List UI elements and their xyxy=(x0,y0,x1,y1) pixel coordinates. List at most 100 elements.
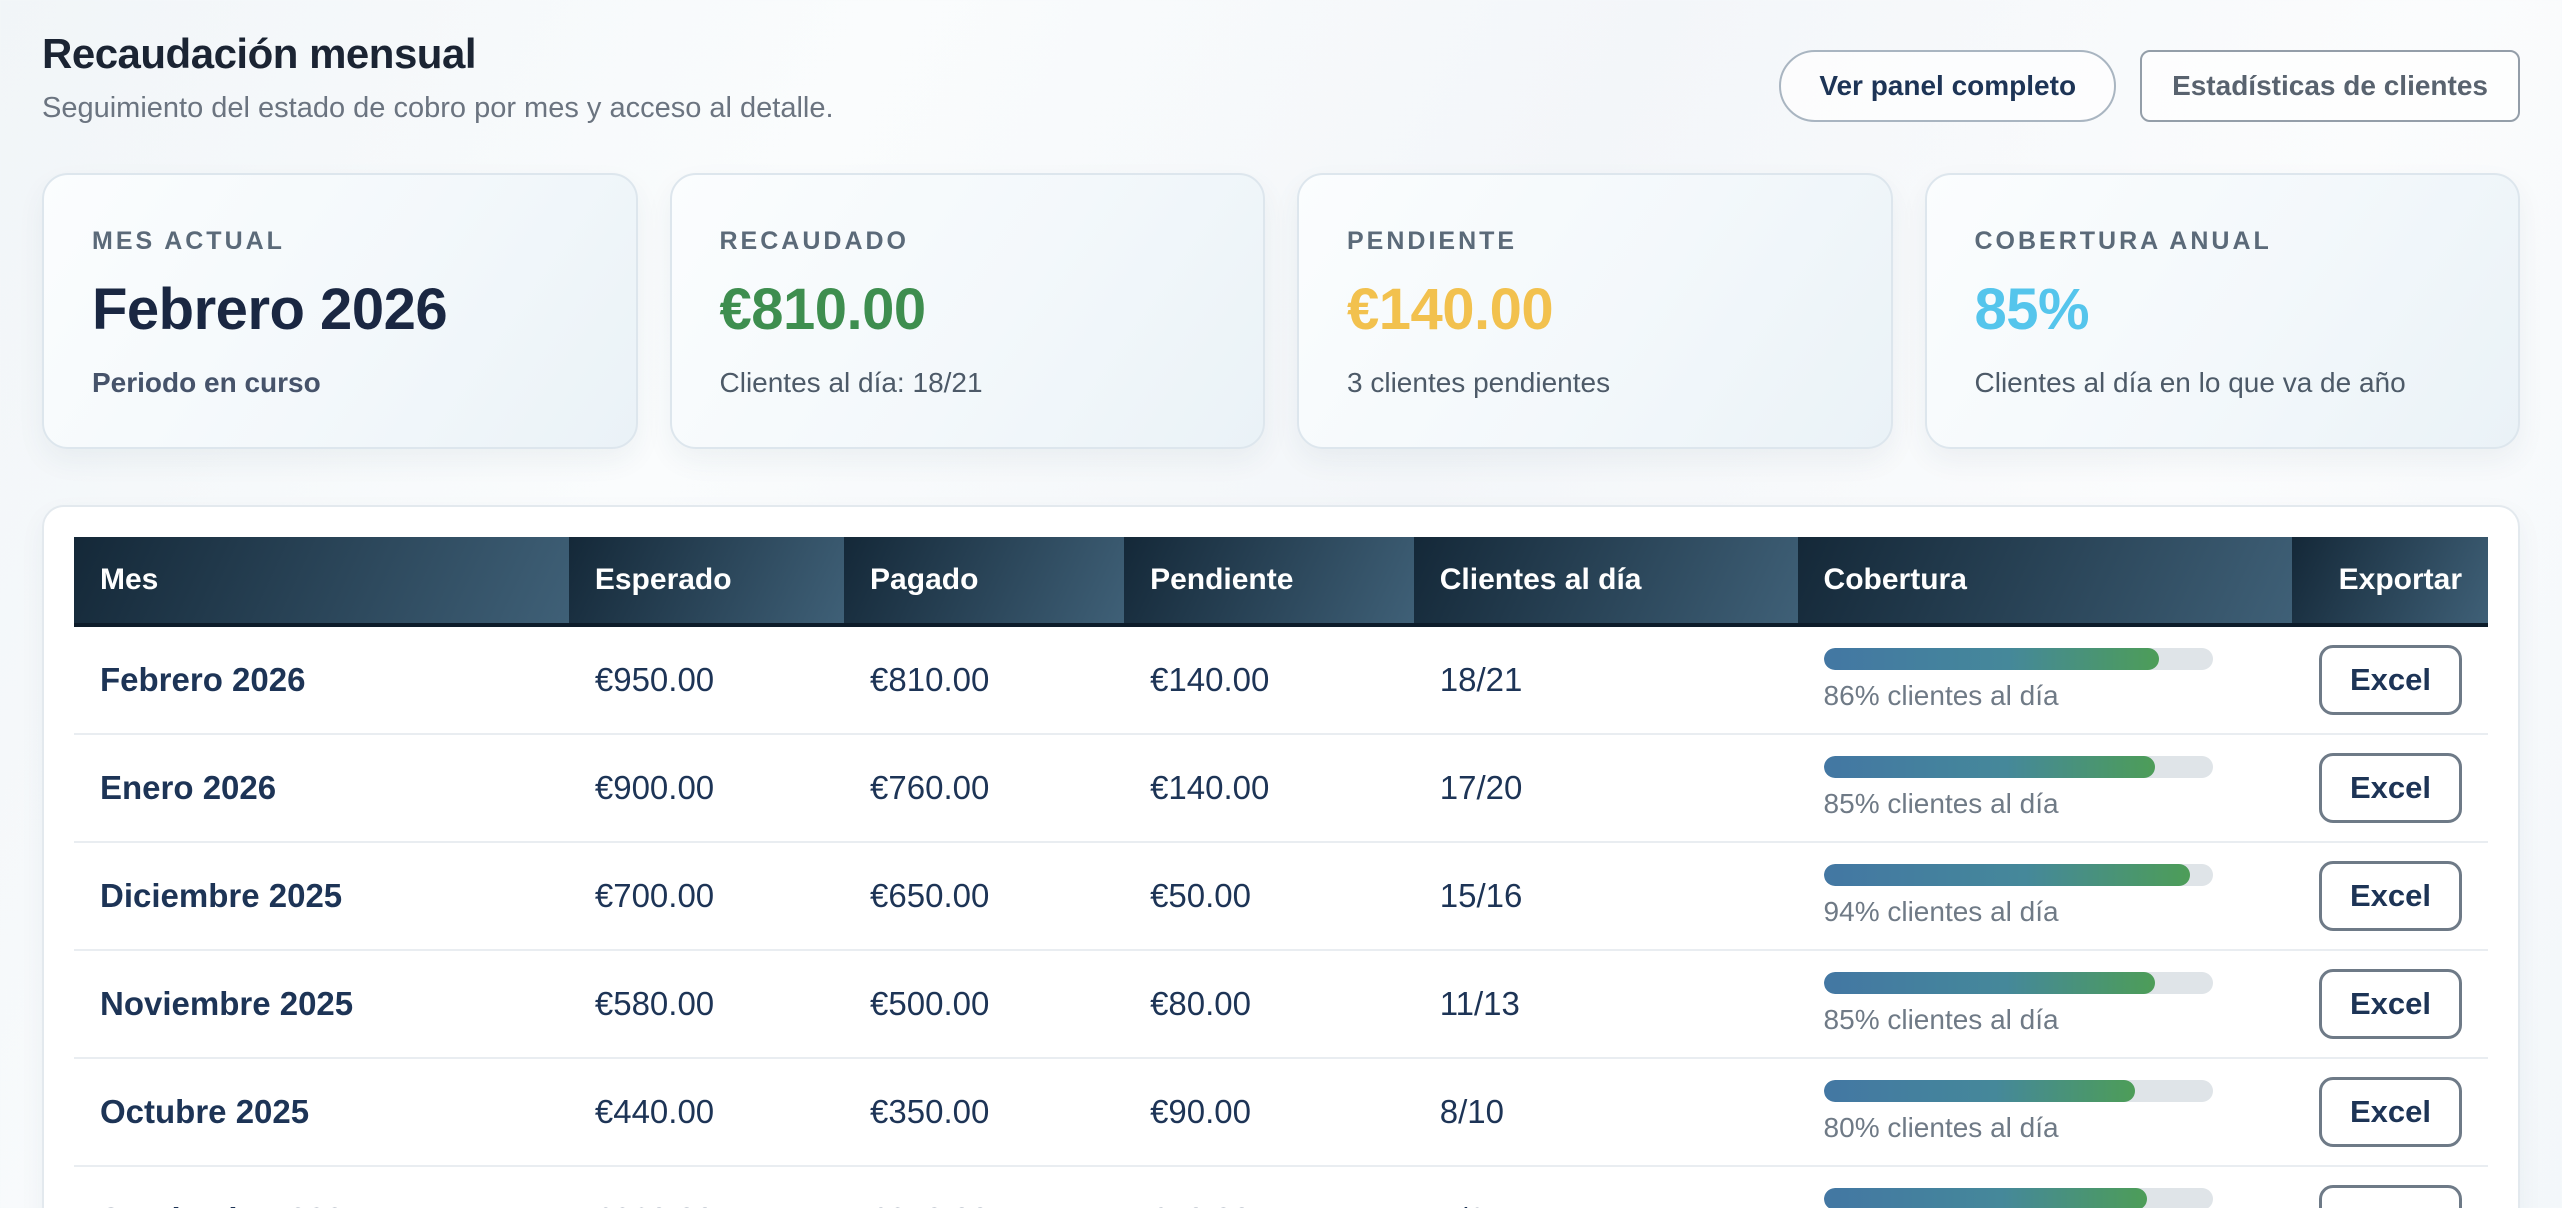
card-subtext: 3 clientes pendientes xyxy=(1347,367,1611,398)
page-subtitle: Seguimiento del estado de cobro por mes … xyxy=(42,92,834,124)
coverage-bar-fill xyxy=(1823,864,2190,886)
card-subtext: Clientes al día: 18/21 xyxy=(719,367,983,398)
card-subtext: Clientes al día en lo que va de año xyxy=(1974,367,2406,398)
col-header-exportar: Exportar xyxy=(2292,537,2488,627)
row-export: Excel xyxy=(2292,1058,2488,1167)
monthly-collection-table: Mes Esperado Pagado Pendiente Clientes a… xyxy=(74,537,2488,1208)
coverage-bar-track xyxy=(1823,864,2214,886)
coverage-label: 80% clientes al día xyxy=(1823,1112,2059,1143)
summary-cards: MES ACTUAL Febrero 2026 Periodo en curso… xyxy=(42,173,2520,449)
row-export: Excel xyxy=(2292,625,2488,735)
coverage-bar-track xyxy=(1823,756,2214,778)
row-cobertura: 85% clientes al día xyxy=(1797,950,2293,1059)
card-value: 85% xyxy=(1974,277,2090,342)
col-header-esperado: Esperado xyxy=(568,537,845,627)
row-pagado: €350.00 xyxy=(844,1058,1125,1167)
monthly-table-card: Mes Esperado Pagado Pendiente Clientes a… xyxy=(42,505,2520,1208)
row-export: Excel xyxy=(2292,1166,2488,1208)
row-cobertura: 85% clientes al día xyxy=(1797,734,2293,843)
row-pendiente: €90.00 xyxy=(1124,1058,1414,1167)
coverage-bar-track xyxy=(1823,648,2214,670)
row-month: Enero 2026 xyxy=(74,734,569,843)
coverage-bar-fill xyxy=(1823,1188,2147,1208)
row-cobertura: 83% clientes al día xyxy=(1797,1166,2293,1208)
card-label: COBERTURA ANUAL xyxy=(1974,227,2272,255)
excel-export-button[interactable]: Excel xyxy=(2318,861,2462,931)
row-esperado: €580.00 xyxy=(568,950,845,1059)
table-row: Septiembre 2025€260.00€210.00€50.005/683… xyxy=(74,1166,2488,1208)
row-esperado: €440.00 xyxy=(568,1058,845,1167)
excel-export-button[interactable]: Excel xyxy=(2318,1077,2462,1147)
row-clientes-al-dia: 17/20 xyxy=(1413,734,1798,843)
row-pendiente: €140.00 xyxy=(1124,625,1414,735)
col-header-cobertura: Cobertura xyxy=(1797,537,2293,627)
card-subtext: Periodo en curso xyxy=(92,367,321,398)
row-month: Octubre 2025 xyxy=(74,1058,569,1167)
row-export: Excel xyxy=(2292,950,2488,1059)
row-pagado: €650.00 xyxy=(844,842,1125,951)
card-pending: PENDIENTE €140.00 3 clientes pendientes xyxy=(1297,173,1893,449)
table-row: Octubre 2025 €440.00 €350.00 €90.00 8/10 80% … xyxy=(74,1058,2488,1167)
row-pagado: €500.00 xyxy=(844,950,1125,1059)
page-title: Recaudación mensual xyxy=(42,30,476,77)
excel-export-button[interactable]: Excel xyxy=(2318,1185,2462,1208)
excel-export-button[interactable]: Excel xyxy=(2318,969,2462,1039)
row-export: Excel xyxy=(2292,842,2488,951)
view-full-panel-button[interactable]: Ver panel completo xyxy=(1779,50,2117,122)
card-annual-coverage: COBERTURA ANUAL 85% Clientes al día en l… xyxy=(1924,173,2520,449)
coverage-bar-fill xyxy=(1823,972,2155,994)
coverage-bar-fill xyxy=(1823,756,2155,778)
row-esperado: €260.00 xyxy=(568,1166,845,1208)
excel-export-button[interactable]: Excel xyxy=(2318,645,2462,715)
heading-block: Recaudación mensual Seguimiento del esta… xyxy=(42,30,834,125)
row-clientes-al-dia: 15/16 xyxy=(1413,842,1798,951)
row-pendiente: €80.00 xyxy=(1124,950,1414,1059)
table-header: Mes Esperado Pagado Pendiente Clientes a… xyxy=(74,537,2488,627)
row-pagado: €760.00 xyxy=(844,734,1125,843)
coverage-bar-fill xyxy=(1823,1080,2136,1102)
row-month: Febrero 2026 xyxy=(74,625,569,735)
row-pendiente: €140.00 xyxy=(1124,734,1414,843)
row-month: Diciembre 2025 xyxy=(74,842,569,951)
row-cobertura: 80% clientes al día xyxy=(1797,1058,2293,1167)
row-pendiente: €50.00 xyxy=(1124,1166,1414,1208)
top-actions: Ver panel completo Estadísticas de clien… xyxy=(1779,50,2520,122)
row-month: Noviembre 2025 xyxy=(74,950,569,1059)
coverage-label: 85% clientes al día xyxy=(1823,788,2059,819)
card-label: RECAUDADO xyxy=(719,227,909,255)
card-label: PENDIENTE xyxy=(1347,227,1518,255)
row-month: Septiembre 2025 xyxy=(74,1166,569,1208)
topbar: Recaudación mensual Seguimiento del esta… xyxy=(42,30,2520,125)
col-header-pendiente: Pendiente xyxy=(1124,537,1414,627)
coverage-bar-fill xyxy=(1823,648,2159,670)
excel-export-button[interactable]: Excel xyxy=(2318,753,2462,823)
row-esperado: €700.00 xyxy=(568,842,845,951)
row-esperado: €900.00 xyxy=(568,734,845,843)
row-cobertura: 86% clientes al día xyxy=(1797,625,2293,735)
row-esperado: €950.00 xyxy=(568,625,845,735)
row-export: Excel xyxy=(2292,734,2488,843)
table-row: Diciembre 2025 €700.00 €650.00 €50.00 15/16 9… xyxy=(74,842,2488,951)
table-row: Febrero 2026 €950.00 €810.00 €140.00 18/21 86… xyxy=(74,625,2488,735)
coverage-label: 86% clientes al día xyxy=(1823,680,2059,711)
row-clientes-al-dia: 11/13 xyxy=(1413,950,1798,1059)
card-value: €810.00 xyxy=(719,277,927,342)
coverage-bar-track xyxy=(1823,972,2214,994)
row-pendiente: €50.00 xyxy=(1124,842,1414,951)
coverage-label: 85% clientes al día xyxy=(1823,1004,2059,1035)
card-value: €140.00 xyxy=(1347,277,1554,342)
row-pagado: €210.00 xyxy=(844,1166,1125,1208)
row-pagado: €810.00 xyxy=(844,625,1125,735)
col-header-mes: Mes xyxy=(74,537,569,627)
card-value: Febrero 2026 xyxy=(92,277,448,342)
client-statistics-button[interactable]: Estadísticas de clientes xyxy=(2140,50,2520,122)
col-header-pagado: Pagado xyxy=(844,537,1125,627)
coverage-label: 94% clientes al día xyxy=(1823,896,2059,927)
row-clientes-al-dia: 18/21 xyxy=(1413,625,1798,735)
table-body: Febrero 2026 €950.00 €810.00 €140.00 18/21 86… xyxy=(74,625,2488,1208)
card-collected: RECAUDADO €810.00 Clientes al día: 18/21 xyxy=(669,173,1265,449)
table-row: Noviembre 2025 €580.00 €500.00 €80.00 11/13 8… xyxy=(74,950,2488,1059)
row-clientes-al-dia: 5/6 xyxy=(1413,1166,1798,1208)
card-label: MES ACTUAL xyxy=(92,227,285,255)
